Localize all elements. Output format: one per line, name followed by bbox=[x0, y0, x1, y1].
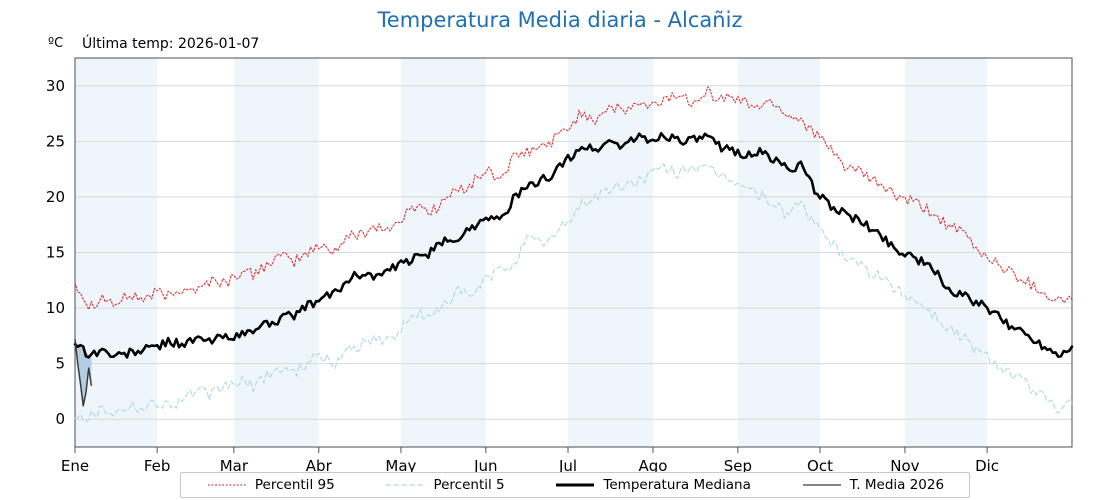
y-tick-label: 10 bbox=[46, 299, 65, 317]
x-tick-label: Feb bbox=[144, 457, 171, 475]
series-percentil-5 bbox=[74, 163, 1073, 423]
y-tick-label: 25 bbox=[46, 132, 65, 150]
x-tick-label: Dic bbox=[975, 457, 999, 475]
legend-median[interactable]: Temperatura Mediana bbox=[554, 477, 751, 493]
x-tick-label: Mar bbox=[220, 457, 249, 475]
x-tick-label: Oct bbox=[807, 457, 833, 475]
legend-p95-label: Percentil 95 bbox=[254, 477, 335, 493]
y-tick-label: 20 bbox=[46, 188, 65, 206]
legend-median-label: Temperatura Mediana bbox=[603, 477, 751, 493]
plot-frame bbox=[74, 57, 1073, 448]
y-tick-label: 15 bbox=[46, 244, 65, 262]
legend-p5-label: Percentil 5 bbox=[433, 477, 505, 493]
x-tick-label: Abr bbox=[306, 457, 333, 475]
legend-p5-swatch bbox=[386, 484, 425, 486]
chart-legend: Percentil 95 Percentil 5 Temperatura Media… bbox=[180, 472, 970, 498]
x-tick-label: Nov bbox=[890, 457, 919, 475]
x-tick-label: Ene bbox=[61, 457, 89, 475]
series-temperatura-mediana bbox=[73, 132, 1074, 359]
x-tick-label: Jun bbox=[473, 457, 497, 475]
page-title: Temperatura Media diaria - Alcañiz bbox=[377, 8, 743, 32]
series-t-media-2026 bbox=[74, 339, 93, 407]
legend-median-swatch bbox=[556, 483, 595, 487]
legend-current-swatch bbox=[802, 484, 841, 486]
legend-p95[interactable]: Percentil 95 bbox=[206, 477, 335, 493]
x-tick-label: Jul bbox=[558, 457, 577, 475]
y-tick-label: 5 bbox=[55, 355, 65, 373]
last-temp-label: Última temp: 2026-01-07 bbox=[82, 36, 260, 52]
x-tick-label: Ago bbox=[638, 457, 667, 475]
legend-current-label: T. Media 2026 bbox=[849, 477, 945, 493]
x-tick-label: Sep bbox=[724, 457, 752, 475]
series-percentil-95 bbox=[74, 86, 1073, 311]
x-tick-label: May bbox=[385, 457, 416, 475]
y-tick-label: 0 bbox=[55, 410, 65, 428]
y-tick-label: 30 bbox=[46, 77, 65, 95]
legend-p95-swatch bbox=[207, 484, 246, 486]
legend-current[interactable]: T. Media 2026 bbox=[801, 477, 944, 493]
legend-p5[interactable]: Percentil 5 bbox=[384, 477, 505, 493]
y-axis-unit-label: ºC bbox=[48, 36, 64, 51]
